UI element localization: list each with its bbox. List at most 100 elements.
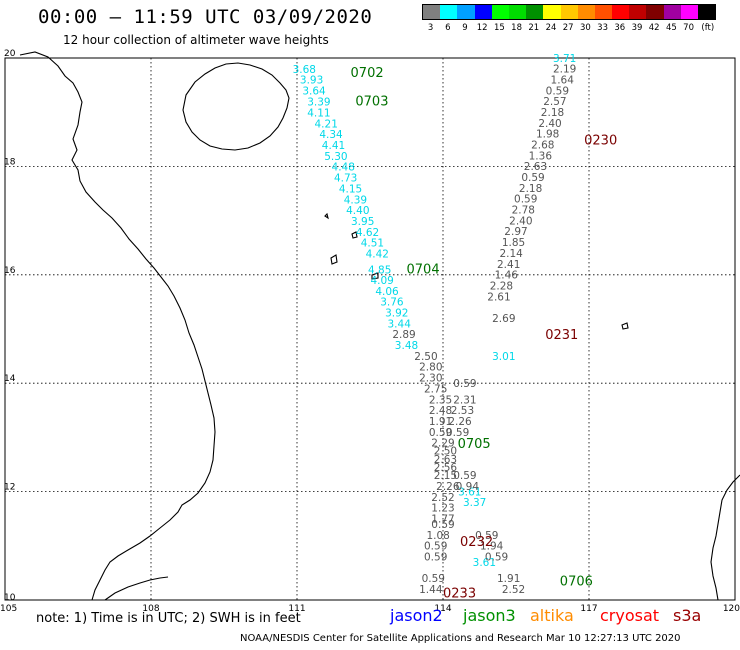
wave-height-label: 2.50	[414, 351, 437, 363]
wave-height-label: 4.09	[370, 275, 393, 287]
pass-time-label: 0233	[443, 586, 476, 601]
lat-tick-label: 12	[4, 483, 15, 493]
wave-height-label: 2.63	[434, 454, 457, 466]
wave-height-label: 2.52	[502, 584, 525, 596]
wave-height-label: 5.30	[324, 151, 347, 163]
wave-height-label: 3.93	[300, 74, 323, 86]
color-scale-label: 9	[462, 23, 468, 33]
footer-note: note: 1) Time is in UTC; 2) SWH is in fe…	[36, 611, 301, 626]
color-scale-label: 18	[511, 23, 523, 33]
color-swatch	[560, 5, 578, 19]
wave-height-label: 2.19	[553, 64, 576, 76]
pass-time-label: 0231	[545, 328, 578, 343]
pass-time-label: 0703	[355, 95, 388, 110]
lat-tick-label: 14	[4, 374, 16, 384]
wave-height-label: 2.89	[392, 329, 415, 341]
color-swatch	[457, 5, 475, 19]
wave-height-label: 4.34	[319, 129, 343, 141]
wave-height-label: 0.59	[446, 427, 469, 439]
color-scale-label: 39	[631, 23, 643, 33]
color-swatch	[543, 5, 561, 19]
wave-height-label: 3.61	[458, 486, 481, 498]
color-scale-label: 30	[579, 23, 591, 33]
lon-tick-label: 120	[723, 604, 740, 614]
wave-height-label: 4.15	[339, 183, 362, 195]
island-d	[324, 212, 329, 220]
color-scale-label: 45	[665, 23, 677, 33]
wave-height-label: 1.36	[529, 150, 553, 162]
pass-time-labels: 0702 0703 0230 0704 0231 0705 0232 0706 0233	[351, 66, 618, 601]
map-title: 00:00 – 11:59 UTC 03/09/2020	[38, 6, 373, 28]
color-swatch	[646, 5, 664, 19]
color-scale-label: 24	[545, 23, 557, 33]
wave-height-label: 0.59	[431, 519, 454, 531]
wave-height-label: 2.26	[448, 416, 472, 428]
wave-height-label: 0.59	[422, 573, 445, 585]
wave-height-label: 2.80	[419, 362, 442, 374]
wave-height-label: 4.41	[322, 140, 345, 152]
lon-tick-label: 117	[580, 604, 597, 614]
wave-height-label: 4.51	[361, 238, 384, 250]
pass-time-label: 0705	[458, 437, 491, 452]
wave-height-label: 2.78	[512, 205, 535, 217]
wave-height-label: 3.37	[463, 497, 486, 509]
wave-height-label: 2.56	[434, 462, 458, 474]
wave-height-label: 1.64	[551, 74, 575, 86]
wave-height-label: 2.52	[431, 492, 454, 504]
wave-height-label: 2.29	[431, 438, 454, 450]
wave-height-label: 4.40	[346, 205, 369, 217]
color-scale-label: 12	[476, 23, 488, 33]
color-swatch	[508, 5, 527, 19]
wave-height-label: 3.61	[473, 557, 496, 569]
legend-jason2: jason2	[390, 606, 443, 625]
wave-height-label: 4.73	[334, 173, 357, 185]
color-scale-label: 36	[614, 23, 626, 33]
color-scale-label: 70	[683, 23, 695, 33]
footer-credit: NOAA/NESDIS Center for Satellite Applica…	[240, 633, 681, 644]
wave-height-label: 0.59	[424, 541, 447, 553]
wave-height-label: 2.68	[531, 140, 554, 152]
wave-height-label: 1.44	[419, 584, 443, 596]
wave-height-label: 0.59	[429, 427, 452, 439]
wave-height-label: 3.76	[380, 297, 404, 309]
wave-height-label: 2.69	[492, 313, 515, 325]
wave-height-label: 1.91	[429, 416, 452, 428]
color-swatch	[698, 5, 716, 19]
wave-height-label: 2.50	[434, 446, 457, 458]
wave-height-label: 2.40	[509, 215, 532, 227]
wave-height-label: 4.42	[366, 248, 389, 260]
wave-height-label: 2.53	[451, 405, 474, 417]
wave-height-label: 1.77	[431, 513, 454, 525]
lon-tick-label: 105	[0, 604, 17, 614]
map-frame	[4, 57, 736, 601]
lon-tick-label: 114	[434, 604, 451, 614]
legend-jason3: jason3	[463, 606, 516, 625]
color-scale-label: 33	[597, 23, 609, 33]
coastline-east	[710, 474, 740, 601]
wave-height-label: 1.85	[502, 237, 525, 249]
wave-height-label: 0.59	[424, 551, 447, 563]
satellite-tracks: 3.683.933.643.394.114.214.344.415.304.48…	[293, 53, 577, 596]
wave-height-label: 1.91	[497, 573, 520, 585]
color-scale-label: 27	[562, 23, 574, 33]
wave-height-label: 1.46	[495, 270, 519, 282]
color-swatch	[577, 5, 595, 19]
wave-height-label: 2.14	[499, 248, 523, 260]
pass-time-label: 0704	[407, 263, 440, 278]
wave-height-label: 3.95	[351, 216, 374, 228]
wave-height-label: 4.48	[332, 162, 355, 174]
wave-height-label: 2.97	[504, 226, 527, 238]
pass-time-label: 0706	[560, 574, 593, 589]
island-a	[330, 254, 338, 265]
lat-tick-label: 18	[4, 157, 16, 167]
wave-height-label: 2.15	[434, 470, 457, 482]
legend-cryosat: cryosat	[600, 606, 660, 625]
wave-height-label: 2.61	[487, 291, 510, 303]
lat-tick-label: 20	[4, 49, 16, 59]
wave-height-label: 0.94	[456, 481, 480, 493]
island-e	[621, 322, 629, 330]
wave-height-label: 0.59	[453, 470, 476, 482]
color-scale-label: 15	[493, 23, 505, 33]
wave-height-label: 1.23	[431, 503, 454, 515]
wave-height-label: 2.31	[453, 394, 476, 406]
